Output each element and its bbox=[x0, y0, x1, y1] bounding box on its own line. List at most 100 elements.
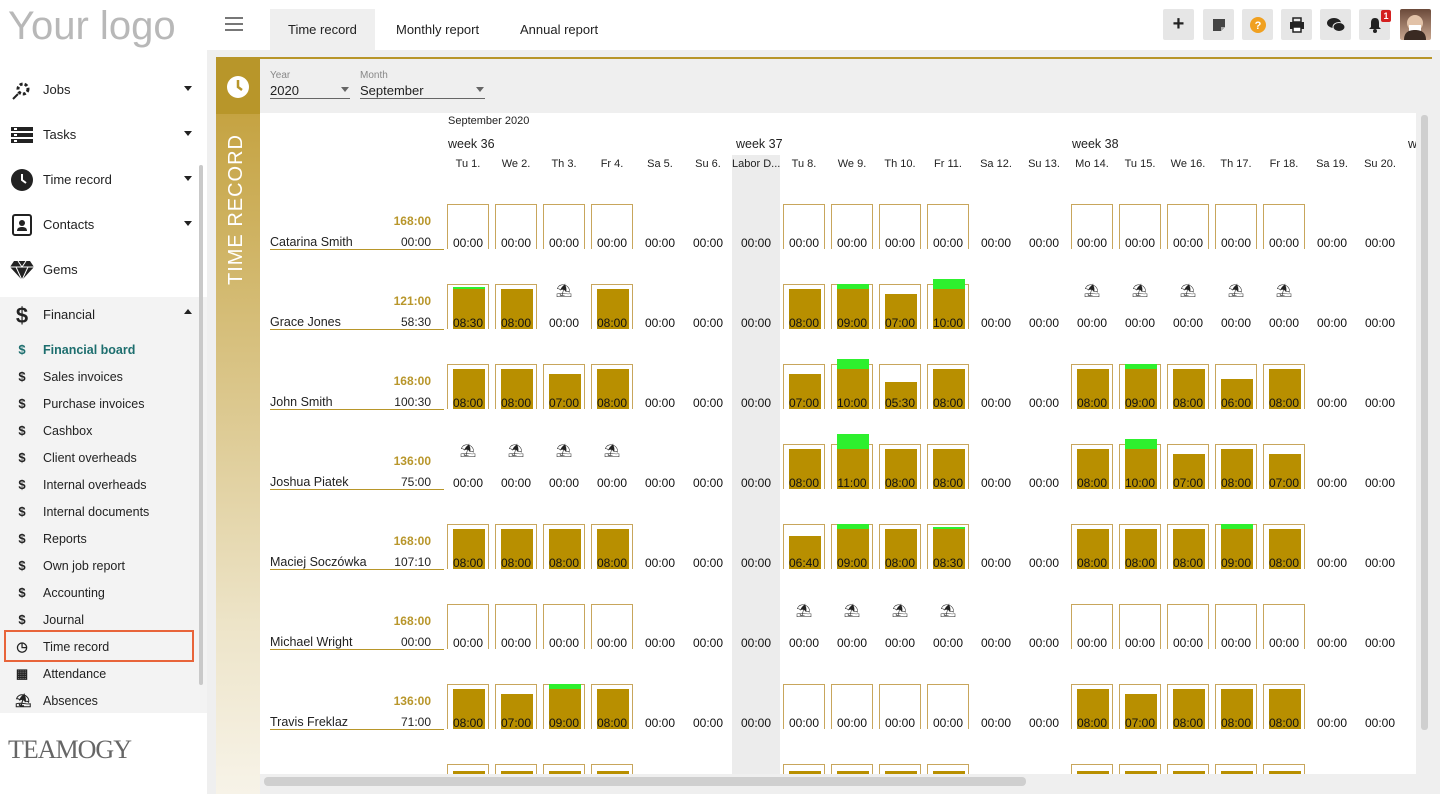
day-cell[interactable] bbox=[1071, 604, 1113, 649]
sidebar-subitem-client-overheads[interactable]: $ Client overheads bbox=[0, 444, 200, 471]
day-cell[interactable] bbox=[1263, 684, 1305, 729]
day-cell[interactable] bbox=[831, 204, 873, 249]
day-cell[interactable] bbox=[495, 284, 537, 329]
day-cell[interactable] bbox=[1215, 204, 1257, 249]
sidebar-subitem-journal[interactable]: $ Journal bbox=[0, 606, 200, 633]
day-cell[interactable] bbox=[879, 524, 921, 569]
day-cell[interactable] bbox=[879, 364, 921, 409]
day-cell[interactable] bbox=[1071, 204, 1113, 249]
add-icon[interactable]: + bbox=[1163, 9, 1194, 40]
hamburger-icon[interactable] bbox=[225, 17, 243, 31]
day-cell[interactable] bbox=[591, 604, 633, 649]
sidebar-subitem-reports[interactable]: $ Reports bbox=[0, 525, 200, 552]
note-icon[interactable] bbox=[1203, 9, 1234, 40]
day-cell[interactable] bbox=[783, 284, 825, 329]
day-cell[interactable] bbox=[543, 364, 585, 409]
day-cell[interactable] bbox=[1167, 444, 1209, 489]
day-cell[interactable] bbox=[927, 364, 969, 409]
day-cell[interactable] bbox=[1071, 764, 1113, 774]
sidebar-item-financial[interactable]: $ Financial bbox=[0, 292, 200, 337]
day-cell[interactable] bbox=[783, 524, 825, 569]
day-cell[interactable] bbox=[591, 524, 633, 569]
day-cell[interactable] bbox=[495, 364, 537, 409]
day-cell[interactable] bbox=[1215, 444, 1257, 489]
sidebar-subitem-time-record[interactable]: ◷ Time record bbox=[0, 633, 200, 660]
sidebar-subitem-financial-board[interactable]: $ Financial board bbox=[0, 336, 200, 363]
day-cell[interactable] bbox=[1167, 364, 1209, 409]
sidebar-subitem-absences[interactable]: ⛱ Absences bbox=[0, 687, 200, 714]
day-cell[interactable] bbox=[1263, 764, 1305, 774]
month-select[interactable]: September bbox=[360, 83, 485, 99]
day-cell[interactable] bbox=[591, 284, 633, 329]
day-cell[interactable] bbox=[495, 604, 537, 649]
day-cell[interactable] bbox=[879, 444, 921, 489]
day-cell[interactable] bbox=[831, 684, 873, 729]
day-cell[interactable] bbox=[1119, 524, 1161, 569]
day-cell[interactable] bbox=[447, 764, 489, 774]
day-cell[interactable] bbox=[543, 764, 585, 774]
tab-monthly-report[interactable]: Monthly report bbox=[396, 22, 480, 37]
tab-annual-report[interactable]: Annual report bbox=[520, 22, 599, 37]
day-cell[interactable] bbox=[447, 604, 489, 649]
sidebar-item-jobs[interactable]: Jobs bbox=[0, 67, 200, 112]
day-cell[interactable] bbox=[1071, 364, 1113, 409]
day-cell[interactable] bbox=[1263, 604, 1305, 649]
day-cell[interactable] bbox=[927, 524, 969, 569]
day-cell[interactable] bbox=[1119, 204, 1161, 249]
sidebar-subitem-sales-invoices[interactable]: $ Sales invoices bbox=[0, 363, 200, 390]
day-cell[interactable] bbox=[1167, 764, 1209, 774]
day-cell[interactable] bbox=[783, 764, 825, 774]
day-cell[interactable] bbox=[1167, 204, 1209, 249]
sidebar-subitem-attendance[interactable]: ▦ Attendance bbox=[0, 660, 200, 687]
sidebar-subitem-purchase-invoices[interactable]: $ Purchase invoices bbox=[0, 390, 200, 417]
day-cell[interactable] bbox=[1119, 684, 1161, 729]
tab-time-record[interactable]: Time record bbox=[270, 9, 375, 50]
day-cell[interactable] bbox=[1263, 524, 1305, 569]
sidebar-subitem-accounting[interactable]: $ Accounting bbox=[0, 579, 200, 606]
day-cell[interactable] bbox=[1167, 604, 1209, 649]
sidebar-subitem-own-job-report[interactable]: $ Own job report bbox=[0, 552, 200, 579]
day-cell[interactable] bbox=[495, 524, 537, 569]
day-cell[interactable] bbox=[783, 364, 825, 409]
day-cell[interactable] bbox=[783, 204, 825, 249]
day-cell[interactable] bbox=[783, 444, 825, 489]
day-cell[interactable] bbox=[447, 204, 489, 249]
day-cell[interactable] bbox=[495, 684, 537, 729]
day-cell[interactable] bbox=[1071, 684, 1113, 729]
vertical-scrollbar[interactable] bbox=[1421, 115, 1428, 730]
sidebar-subitem-internal-overheads[interactable]: $ Internal overheads bbox=[0, 471, 200, 498]
day-cell[interactable] bbox=[447, 684, 489, 729]
year-select[interactable]: 2020 bbox=[270, 83, 350, 99]
day-cell[interactable] bbox=[1263, 204, 1305, 249]
sidebar-scrollbar[interactable] bbox=[199, 165, 203, 685]
day-cell[interactable] bbox=[879, 204, 921, 249]
day-cell[interactable] bbox=[1071, 444, 1113, 489]
help-icon[interactable]: ? bbox=[1242, 9, 1273, 40]
day-cell[interactable] bbox=[879, 684, 921, 729]
day-cell[interactable] bbox=[1167, 524, 1209, 569]
day-cell[interactable] bbox=[447, 364, 489, 409]
day-cell[interactable] bbox=[591, 364, 633, 409]
avatar[interactable] bbox=[1400, 9, 1431, 40]
day-cell[interactable] bbox=[591, 684, 633, 729]
day-cell[interactable] bbox=[543, 204, 585, 249]
sidebar-item-contacts[interactable]: Contacts bbox=[0, 202, 200, 247]
day-cell[interactable] bbox=[1071, 524, 1113, 569]
horizontal-scrollbar[interactable] bbox=[264, 777, 1026, 786]
sidebar-subitem-cashbox[interactable]: $ Cashbox bbox=[0, 417, 200, 444]
day-cell[interactable] bbox=[1119, 604, 1161, 649]
day-cell[interactable] bbox=[1263, 364, 1305, 409]
day-cell[interactable] bbox=[543, 604, 585, 649]
day-cell[interactable] bbox=[495, 204, 537, 249]
day-cell[interactable] bbox=[543, 524, 585, 569]
day-cell[interactable] bbox=[1215, 364, 1257, 409]
day-cell[interactable] bbox=[495, 764, 537, 774]
day-cell[interactable] bbox=[447, 284, 489, 329]
sidebar-item-tasks[interactable]: Tasks bbox=[0, 112, 200, 157]
day-cell[interactable] bbox=[1215, 764, 1257, 774]
day-cell[interactable] bbox=[591, 764, 633, 774]
day-cell[interactable] bbox=[1215, 684, 1257, 729]
day-cell[interactable] bbox=[831, 764, 873, 774]
sidebar-subitem-internal-documents[interactable]: $ Internal documents bbox=[0, 498, 200, 525]
day-cell[interactable] bbox=[447, 524, 489, 569]
